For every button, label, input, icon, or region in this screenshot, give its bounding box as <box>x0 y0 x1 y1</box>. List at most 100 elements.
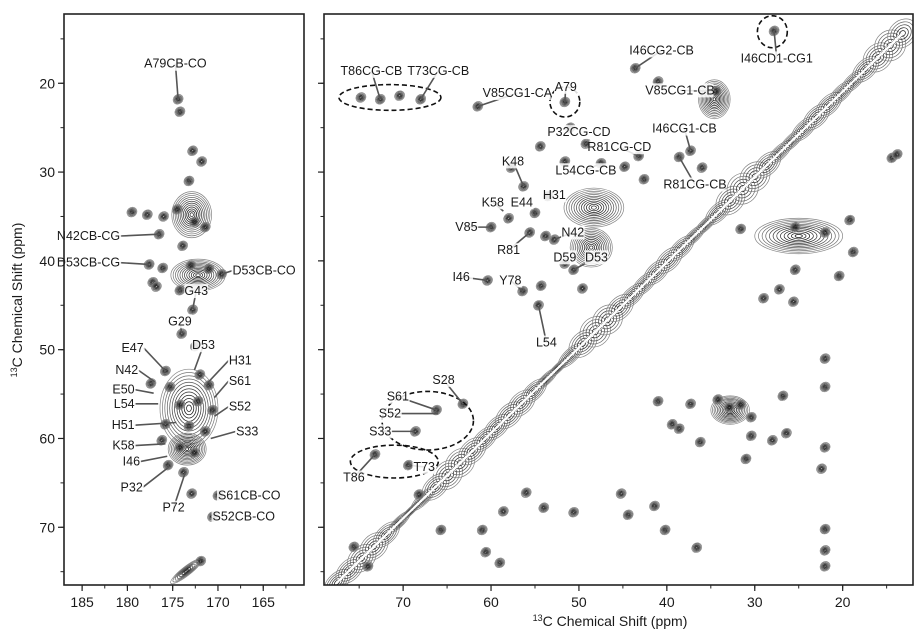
peak-label: S61 <box>229 374 251 388</box>
nmr-peak <box>735 223 747 235</box>
contour-blob <box>171 191 212 239</box>
nmr-peak <box>199 221 211 233</box>
peak-label: H51 <box>112 418 135 432</box>
label-bg <box>412 459 437 474</box>
peak-label: R81CG-CD <box>587 140 651 154</box>
peak-label: D59 <box>553 250 576 264</box>
nmr-peak <box>691 542 703 553</box>
label-bg <box>121 340 145 355</box>
nmr-peak <box>192 395 204 407</box>
nmr-peak <box>153 229 165 240</box>
annotation-leader <box>137 369 156 383</box>
label-bg <box>231 263 292 278</box>
label-bg <box>191 338 216 353</box>
nmr-peak <box>362 561 374 572</box>
label-bg <box>227 373 252 388</box>
peak-label: P32CG-CD <box>547 125 610 139</box>
nmr-peak <box>577 283 588 294</box>
nmr-peak <box>172 94 184 105</box>
x-axis-label-text: C Chemical Shift (ppm) <box>543 613 688 629</box>
label-bg <box>378 406 402 421</box>
nmr-peak <box>685 398 696 410</box>
label-bg <box>115 363 140 378</box>
peak-label: E47 <box>121 341 143 355</box>
nmr-peak <box>847 246 859 258</box>
nmr-peak <box>194 369 206 380</box>
y-tick-label: 60 <box>39 430 55 446</box>
nmr-peak <box>415 94 427 105</box>
nmr-peak <box>767 435 778 446</box>
nmr-peak <box>615 488 627 499</box>
peak-label: T86CG-CB <box>341 64 403 78</box>
label-bg <box>408 63 469 78</box>
peak-label: I46CG2-CB <box>629 43 694 57</box>
peak-label: I46CD1-CG1 <box>741 51 813 65</box>
label-bg <box>117 454 142 469</box>
nmr-peak <box>374 94 386 105</box>
peak-label: H31 <box>229 353 252 367</box>
peak-label: Y78 <box>499 273 521 287</box>
peak-label: T86 <box>343 471 365 485</box>
nmr-peak <box>723 402 735 413</box>
nmr-peak <box>529 207 541 219</box>
peak-label: I46 <box>123 455 140 469</box>
y-tick-label: 50 <box>39 342 55 358</box>
peak-label: A79 <box>555 80 577 94</box>
nmr-peak <box>174 106 186 117</box>
peak-label: V85 <box>455 220 477 234</box>
nmr-peak <box>216 268 227 280</box>
label-bg <box>112 396 136 411</box>
label-bg <box>484 86 551 101</box>
nmr-peak <box>819 523 831 535</box>
nmr-peak <box>694 436 706 448</box>
peak-label: L54CG-CB <box>555 163 616 177</box>
label-bg <box>145 56 206 71</box>
label-bg <box>227 399 252 414</box>
nmr-peak <box>177 240 188 251</box>
annotation-leader <box>210 430 237 440</box>
peak-label: E44 <box>511 195 533 209</box>
label-bg <box>161 500 186 515</box>
nmr-peak <box>745 411 757 423</box>
peak-label: V85CG1-CA <box>483 86 553 100</box>
nmr-peak <box>619 161 630 172</box>
y-axis-label-text: C Chemical Shift (ppm) <box>9 223 25 368</box>
label-bg <box>112 382 136 397</box>
right-annotations: T86CG-CB T73CG-CB V85CG1-CA A79 I46CG2-CB V85… <box>341 30 814 485</box>
label-bg <box>553 250 577 265</box>
x-tick-label: 165 <box>252 594 276 610</box>
y-tick-label: 20 <box>39 75 55 91</box>
nmr-peak <box>503 213 514 224</box>
dashed-ellipse <box>349 444 440 479</box>
dashed-ellipse <box>756 14 789 49</box>
x-tick-label: 175 <box>161 594 185 610</box>
label-bg <box>368 424 393 439</box>
diagonal-ridge <box>324 18 913 585</box>
peak-label: S33 <box>236 424 258 438</box>
right-spectrum-panel: T86CG-CB T73CG-CB V85CG1-CA A79 I46CG2-CB V85… <box>318 13 914 610</box>
left-spectrum-panel: A79CB-CO N42CB-CG D53CB-CG D53CB-CO G43 G29D5… <box>39 13 305 610</box>
nmr-peak <box>816 463 827 474</box>
label-bg <box>112 418 136 433</box>
annotation-leader <box>206 359 230 384</box>
nmr-peak <box>494 557 506 569</box>
label-bg <box>665 177 725 192</box>
peak-label: S52 <box>229 400 251 414</box>
x-tick-label: 50 <box>571 594 587 610</box>
annotation-leader <box>134 421 177 426</box>
nmr-peak <box>712 394 724 405</box>
peak-label: P32 <box>121 480 143 494</box>
x-tick-label: 30 <box>747 594 763 610</box>
x-tick-label: 180 <box>116 594 140 610</box>
nmr-peak <box>176 328 188 339</box>
label-bg <box>589 140 650 155</box>
nmr-peak <box>195 555 207 567</box>
nmr-peak <box>685 145 696 156</box>
label-bg <box>496 243 521 258</box>
contour-blob <box>170 258 226 292</box>
annotation-leader <box>139 455 168 463</box>
label-bg <box>454 220 479 235</box>
peak-label: A79CB-CO <box>144 57 207 71</box>
nmr-peak <box>568 506 579 518</box>
nmr-peak <box>768 25 780 37</box>
